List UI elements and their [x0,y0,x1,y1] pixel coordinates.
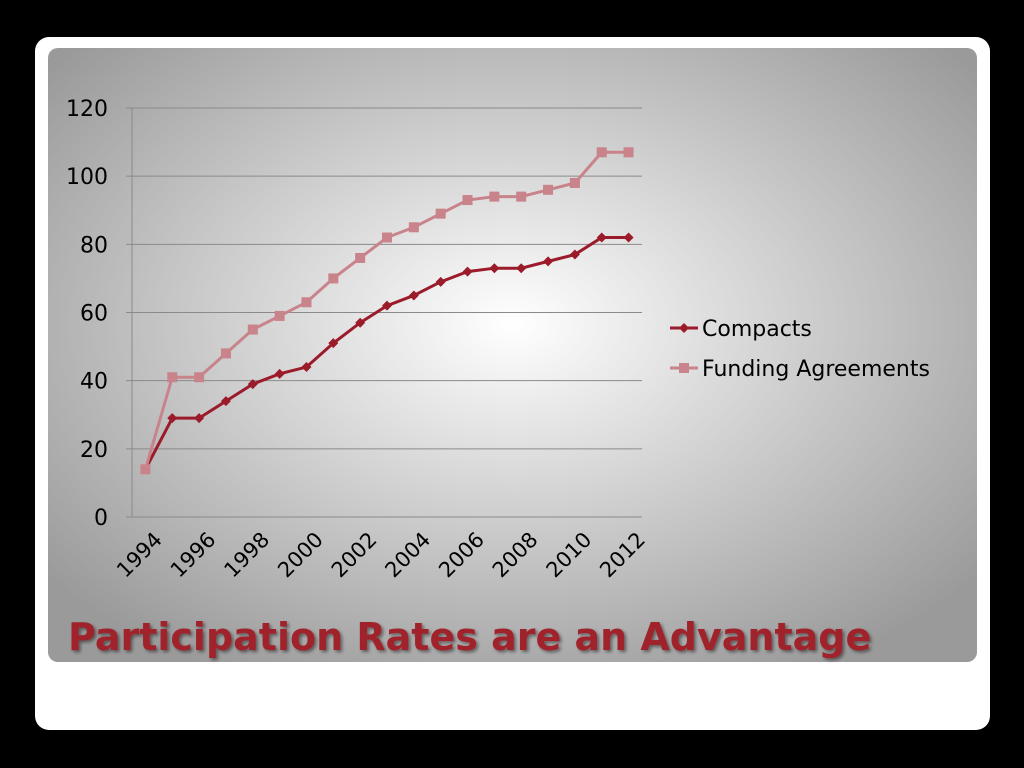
data-point [328,273,339,284]
data-point [382,232,392,243]
data-point [140,464,151,475]
data-point [623,232,634,243]
y-tick-label: 20 [80,438,108,463]
data-point [167,413,178,424]
chart-panel [48,48,977,662]
legend-marker [679,323,689,333]
data-point [435,276,446,287]
data-point [596,232,607,243]
data-point [194,372,205,383]
data-point [543,184,554,195]
data-point [569,177,580,188]
data-point [408,222,419,233]
data-point [194,413,205,424]
data-point [247,324,258,335]
data-point [569,249,580,260]
legend-label: Funding Agreements [702,357,930,382]
data-point [516,191,527,202]
data-point [462,195,473,206]
y-tick-label: 80 [80,233,108,258]
legend-marker [679,363,689,373]
data-point [489,263,500,274]
data-point [247,379,258,390]
data-point [274,368,285,379]
data-point [382,300,392,311]
data-point [516,263,527,274]
data-point [301,362,312,373]
slide-title: Participation Rates are an Advantage [68,615,871,659]
data-point [301,297,312,308]
data-point [355,317,366,328]
data-point [355,252,366,263]
data-point [328,338,339,349]
data-point [489,191,500,202]
data-point [220,396,231,407]
data-point [220,348,231,359]
data-point [408,290,419,301]
y-tick-label: 100 [66,165,108,190]
data-point [435,208,446,219]
data-point [274,310,285,321]
data-point [167,372,178,383]
data-point [596,147,607,158]
y-tick-label: 0 [94,506,108,531]
y-tick-label: 120 [66,97,108,122]
data-point [462,266,473,277]
y-tick-label: 40 [80,370,108,395]
y-tick-label: 60 [80,302,108,327]
data-point [543,256,554,267]
data-point [623,147,634,158]
legend-label: Compacts [702,317,812,342]
